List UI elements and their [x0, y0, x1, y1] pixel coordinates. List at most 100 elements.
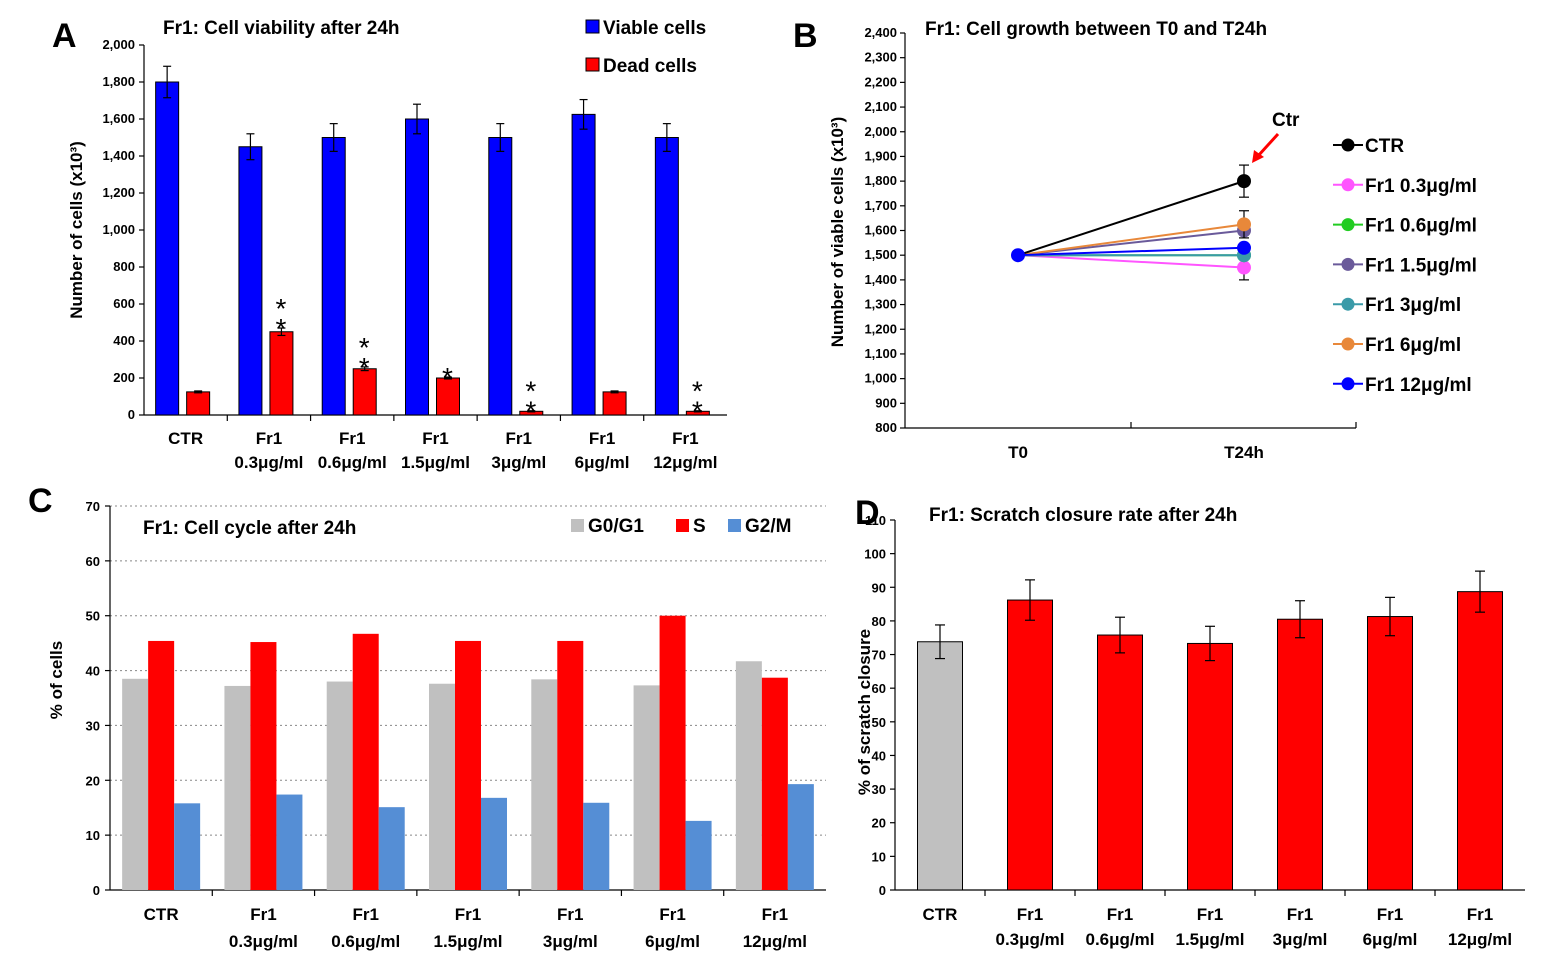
series-ctr [1017, 164, 1251, 257]
y-tick-label: 60 [872, 681, 886, 696]
bar-s [455, 640, 481, 890]
y-tick-label: 1,800 [102, 74, 135, 89]
chart-panel-b: B Fr1: Cell growth between T0 and T24h Num… [793, 17, 1477, 462]
x-tick-label: 3μg/ml [1273, 930, 1328, 949]
error-bar [329, 123, 338, 152]
error-bar [610, 390, 619, 394]
x-tick-label: CTR [923, 905, 958, 924]
significance-marker: * [442, 362, 453, 393]
bar-g2-m [378, 807, 405, 890]
y-tick-label: 1,600 [864, 223, 897, 238]
y-tick-label: 10 [872, 849, 886, 864]
bar-g0-g1 [224, 685, 251, 890]
bar-g2-m [276, 794, 303, 890]
y-tick-label: 1,800 [864, 173, 897, 188]
y-tick-label: 1,000 [864, 371, 897, 386]
data-point [1237, 240, 1251, 255]
y-tick-label: 2,100 [864, 99, 897, 114]
error-bar [527, 410, 536, 413]
x-tick-label: Fr1 [1197, 905, 1223, 924]
x-tick-label: 12μg/ml [1448, 930, 1512, 949]
legend-swatch [728, 519, 741, 532]
y-tick-label: 900 [875, 395, 897, 410]
y-tick-label: 2,300 [864, 50, 897, 65]
legend-marker [1341, 257, 1355, 271]
x-tick-label: Fr1 [1287, 905, 1313, 924]
y-tick-label: 1,200 [864, 321, 897, 336]
x-tick-label: Fr1 [1107, 905, 1133, 924]
x-tick-label: 6μg/ml [645, 932, 700, 951]
bar-viable-cells [571, 113, 596, 416]
legend-marker [1341, 178, 1355, 192]
x-tick-label: Fr1 [352, 905, 378, 924]
error-bar [1475, 570, 1485, 613]
significance-marker: * [525, 396, 536, 427]
y-tick-label: 2,400 [864, 25, 897, 40]
bar-viable-cells [238, 146, 263, 416]
legend-label: G0/G1 [588, 516, 644, 537]
x-tick-label: Fr1 [762, 905, 788, 924]
panel-letter: D [855, 494, 880, 532]
x-tick-label: Fr1 [339, 429, 365, 448]
significance-marker: * [692, 376, 703, 407]
legend-label: Fr1 3μg/ml [1365, 295, 1461, 316]
bar-g0-g1 [122, 678, 149, 890]
legend: G0/G1 S G2/M [571, 516, 791, 537]
y-tick-label: 40 [86, 664, 100, 679]
legend-label: Fr1 0.6μg/ml [1365, 216, 1477, 237]
legend-marker [1341, 297, 1355, 311]
significance-marker: * [275, 313, 286, 344]
bar-g0-g1 [531, 679, 558, 890]
data-point [1237, 260, 1251, 275]
bar-g2-m [787, 784, 814, 890]
error-bar [693, 410, 702, 413]
y-tick-label: 20 [872, 816, 886, 831]
y-tick-label: 800 [113, 259, 135, 274]
error-bar [360, 366, 369, 372]
chart-panel-a: A Fr1: Cell viability after 24h Number of … [52, 17, 727, 472]
x-tick-label: 1.5μg/ml [1176, 930, 1245, 949]
y-axis-label: Number of cells (x10³) [67, 141, 86, 319]
bar-scratch-closure [917, 641, 963, 891]
bar-g2-m [583, 802, 610, 890]
y-tick-label: 50 [872, 715, 886, 730]
series-line [1017, 254, 1245, 269]
bar-s [761, 677, 788, 890]
series-line [1017, 229, 1245, 257]
y-tick-label: 70 [872, 648, 886, 663]
legend-label: Fr1 1.5μg/ml [1365, 255, 1477, 276]
error-bar [163, 65, 172, 99]
series-line [1017, 180, 1245, 257]
y-tick-label: 60 [86, 554, 100, 569]
bar-g2-m [685, 820, 712, 890]
bar-viable-cells [155, 81, 180, 416]
x-tick-label: 1.5μg/ml [401, 453, 470, 472]
annotation-arrow-head [1252, 150, 1264, 163]
legend-marker [1341, 138, 1355, 152]
x-tick-label: Fr1 [659, 905, 685, 924]
bar-s [352, 633, 379, 890]
y-tick-label: 90 [872, 580, 886, 595]
bar-scratch-closure [1187, 642, 1233, 891]
panel-letter: B [793, 17, 818, 55]
legend-marker [1341, 218, 1355, 232]
y-tick-label: 30 [872, 782, 886, 797]
x-tick-label: 0.6μg/ml [318, 453, 387, 472]
x-tick-label: Fr1 [455, 905, 481, 924]
annotation-arrow [1256, 132, 1280, 158]
bar-dead-cells [602, 391, 627, 416]
x-tick-label: Fr1 [256, 429, 282, 448]
legend-label: S [693, 516, 706, 537]
bar-viable-cells [654, 137, 679, 416]
y-tick-label: 20 [86, 773, 100, 788]
legend-label: Viable cells [603, 18, 706, 39]
y-tick-label: 40 [872, 748, 886, 763]
y-tick-label: 10 [86, 828, 100, 843]
x-tick-label: T24h [1224, 443, 1264, 462]
legend-label: Fr1 6μg/ml [1365, 335, 1461, 356]
error-bar [496, 123, 505, 152]
y-tick-label: 1,600 [102, 111, 135, 126]
bar-s [250, 642, 277, 890]
bar-s [557, 640, 584, 890]
bar-g0-g1 [735, 661, 762, 890]
